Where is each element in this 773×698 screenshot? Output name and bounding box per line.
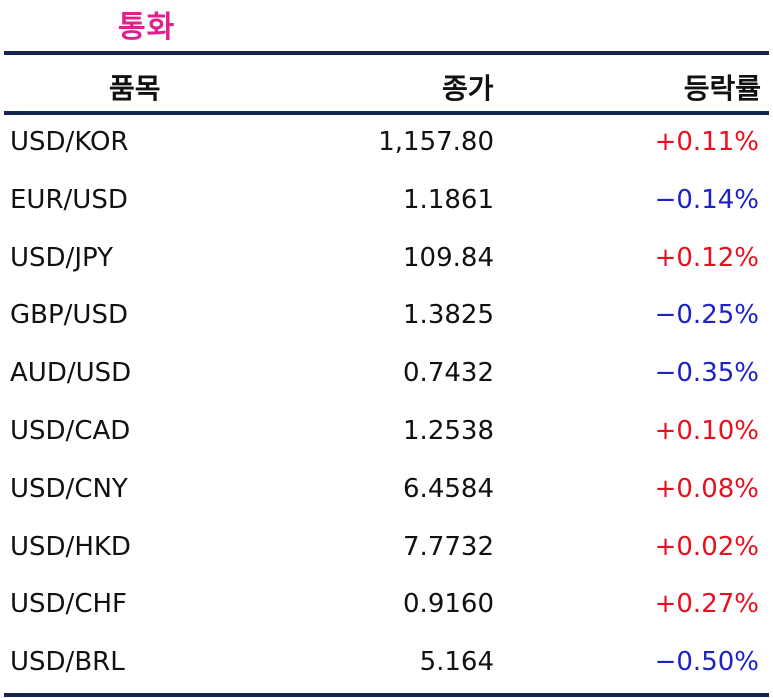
row-close: 5.164 xyxy=(419,647,494,678)
row-change: −0.35% xyxy=(654,358,759,389)
header-item: 품목 xyxy=(109,72,161,105)
row-change: +0.08% xyxy=(654,473,759,504)
table-body: USD/KOR 1,157.80 +0.11% EUR/USD 1.1861 −… xyxy=(4,115,769,693)
row-close: 6.4584 xyxy=(403,473,494,504)
page-title: 통화 xyxy=(118,10,176,45)
table-row: AUD/USD 0.7432 −0.35% xyxy=(4,346,769,404)
row-item: USD/BRL xyxy=(10,647,125,678)
row-close: 1,157.80 xyxy=(378,127,494,157)
row-item: USD/CNY xyxy=(10,473,128,504)
header-close: 종가 xyxy=(442,72,494,105)
row-close: 0.9160 xyxy=(403,589,494,620)
table-row: USD/KOR 1,157.80 +0.11% xyxy=(4,115,769,173)
table-top-rule xyxy=(4,51,769,55)
row-close: 109.84 xyxy=(403,242,494,273)
table-row: USD/JPY 109.84 +0.12% xyxy=(4,231,769,289)
row-item: GBP/USD xyxy=(10,300,128,331)
row-item: AUD/USD xyxy=(10,358,132,389)
row-close: 1.3825 xyxy=(403,300,494,331)
table-row: USD/CHF 0.9160 +0.27% xyxy=(4,577,769,635)
row-item: USD/JPY xyxy=(10,242,113,273)
row-item: USD/CAD xyxy=(10,415,131,446)
row-change: −0.14% xyxy=(654,184,759,215)
row-close: 0.7432 xyxy=(403,358,494,389)
row-change: +0.27% xyxy=(654,589,759,620)
row-change: +0.10% xyxy=(654,415,759,446)
row-change: +0.11% xyxy=(654,127,759,157)
row-close: 1.1861 xyxy=(403,184,494,215)
header-rule xyxy=(4,111,769,115)
table-row: USD/BRL 5.164 −0.50% xyxy=(4,635,769,693)
table-row: EUR/USD 1.1861 −0.14% xyxy=(4,173,769,231)
table-row: USD/HKD 7.7732 +0.02% xyxy=(4,520,769,578)
row-item: EUR/USD xyxy=(10,184,128,215)
row-change: +0.02% xyxy=(654,531,759,562)
table-bottom-rule xyxy=(4,693,769,697)
table-row: USD/CAD 1.2538 +0.10% xyxy=(4,404,769,462)
row-item: USD/HKD xyxy=(10,531,131,562)
table-header: 품목 종가 등락률 xyxy=(4,55,769,111)
row-close: 7.7732 xyxy=(403,531,494,562)
row-item: USD/KOR xyxy=(10,127,129,157)
row-item: USD/CHF xyxy=(10,589,127,620)
table-row: GBP/USD 1.3825 −0.25% xyxy=(4,288,769,346)
table-row: USD/CNY 6.4584 +0.08% xyxy=(4,462,769,520)
row-change: +0.12% xyxy=(654,242,759,273)
header-change: 등락률 xyxy=(683,72,761,105)
row-close: 1.2538 xyxy=(403,415,494,446)
row-change: −0.50% xyxy=(654,647,759,678)
row-change: −0.25% xyxy=(654,300,759,331)
